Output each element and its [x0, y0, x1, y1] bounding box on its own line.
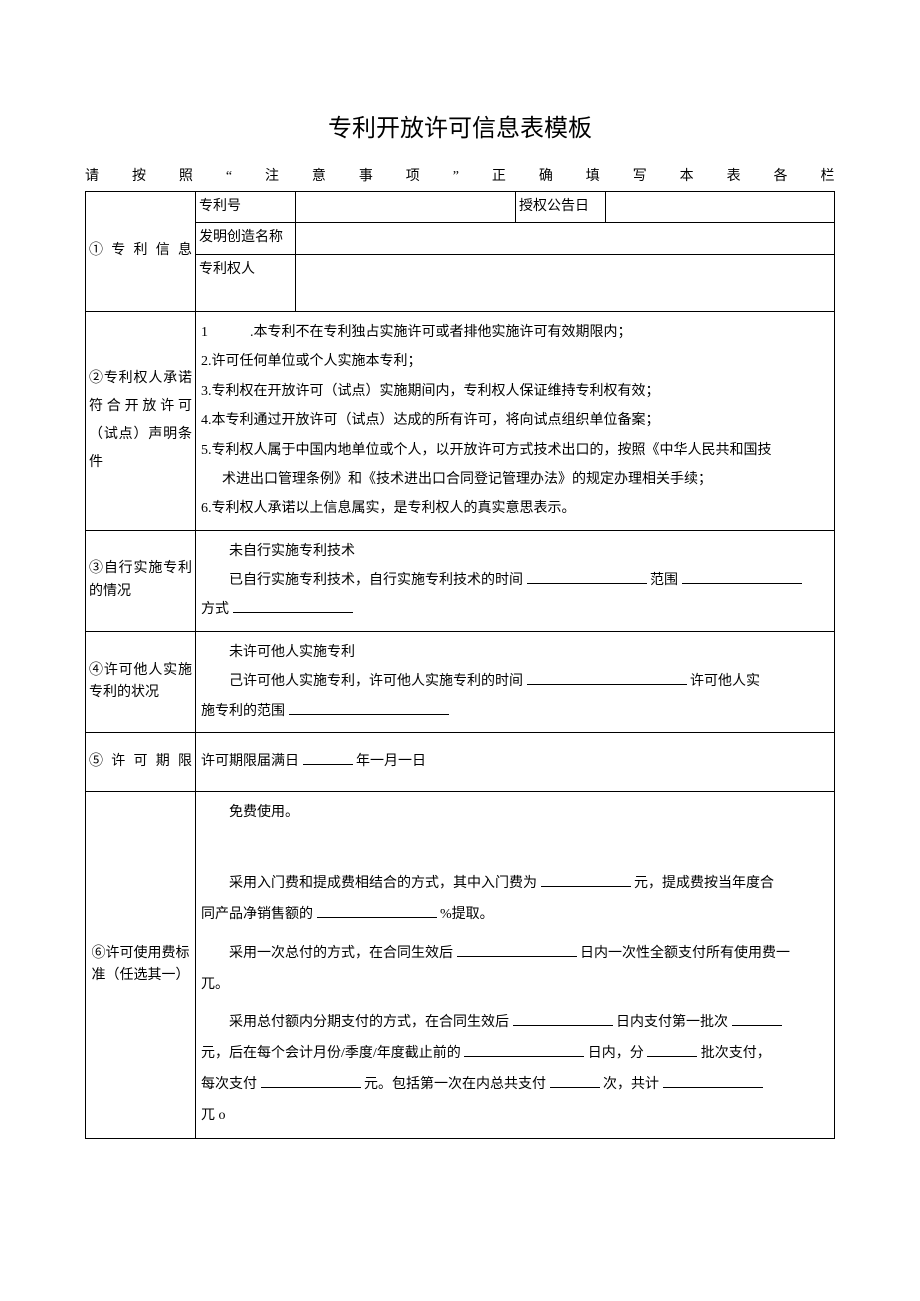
patentee-label: 专利权人: [196, 254, 296, 311]
row6-opt4-d: 日内，分: [588, 1046, 644, 1061]
patentee-value[interactable]: [296, 254, 835, 311]
blank-field[interactable]: [527, 570, 647, 584]
section2-label: ②专利权人承诺符合开放许可（试点）声明条件: [86, 311, 196, 530]
blank-field[interactable]: [233, 599, 353, 613]
commitment-2: 2.许可任何单位或个人实施本专利；: [201, 347, 829, 376]
patent-no-label: 专利号: [196, 191, 296, 222]
row3-opt1: 未自行实施专利技术: [201, 537, 829, 566]
row6-opt3-c: 兀。: [201, 977, 229, 992]
form-table: ①专利信息 专利号 授权公告日 发明创造名称 专利权人 ②专利权人承诺符合开放许…: [85, 191, 835, 1139]
row6-opt4f: 每次支付 元。包括第一次在内总共支付 次，共计: [201, 1070, 829, 1101]
row6-opt4-a: 采用总付额内分期支付的方式，在合同生效后: [229, 1015, 509, 1030]
row6-opt4c: 元，后在每个会计月份/季度/年度截止前的 日内，分 批次支付，: [201, 1039, 829, 1070]
blank-field[interactable]: [541, 873, 631, 887]
section3-label: ③自行实施专利的情况: [86, 530, 196, 631]
instruction-text: 请 按 照 “ 注 意 事 项 ” 正 确 填 写 本 表 各 栏: [85, 166, 835, 188]
invention-name-value[interactable]: [296, 223, 835, 254]
row6-opt3-a: 采用一次总付的方式，在合同生效后: [229, 946, 453, 961]
blank-field[interactable]: [261, 1074, 361, 1088]
section5-content[interactable]: 许可期限届满日 年一月一日: [196, 733, 835, 792]
section2-content: 1 .本专利不在专利独占实施许可或者排他实施许可有效期限内； 2.许可任何单位或…: [196, 311, 835, 530]
blank-field[interactable]: [682, 570, 802, 584]
patent-no-value[interactable]: [296, 191, 516, 222]
section4-content[interactable]: 未许可他人实施专利 己许可他人实施专利，许可他人实施专利的时间 许可他人实 施专…: [196, 631, 835, 732]
section6-label: ⑥许可使用费标准（任选其一）: [86, 792, 196, 1138]
row3-opt2c: 方式: [201, 595, 829, 624]
blank-field[interactable]: [464, 1043, 584, 1057]
row6-opt4-f: 每次支付: [201, 1077, 257, 1092]
invention-name-label: 发明创造名称: [196, 223, 296, 254]
blank-field[interactable]: [647, 1043, 697, 1057]
row6-opt2-b: 元，提成费按当年度合: [634, 876, 774, 891]
row4-opt2c: 施专利的范围: [201, 697, 829, 726]
blank-field[interactable]: [303, 751, 353, 765]
section4-label: ④许可他人实施专利的状况: [86, 631, 196, 732]
row6-opt2c: 同产品净销售额的 %提取。: [201, 900, 829, 931]
row6-opt4-e: 批次支付，: [701, 1046, 771, 1061]
blank-field[interactable]: [527, 671, 687, 685]
auth-date-value[interactable]: [606, 191, 835, 222]
blank-field[interactable]: [457, 943, 577, 957]
commitment-5a: 5.专利权人属于中国内地单位或个人，以开放许可方式技术出口的，按照《中华人民共和…: [201, 436, 829, 465]
row6-opt2-a: 采用入门费和提成费相结合的方式，其中入门费为: [229, 876, 537, 891]
row3-opt2-b: 范围: [650, 573, 678, 588]
row6-opt2-d: %提取。: [440, 907, 494, 922]
row4-opt2-a: 己许可他人实施专利，许可他人实施专利的时间: [229, 674, 523, 689]
commitment-6: 6.专利权人承诺以上信息属实，是专利权人的真实意思表示。: [201, 494, 829, 523]
section3-content[interactable]: 未自行实施专利技术 已自行实施专利技术，自行实施专利技术的时间 范围 方式: [196, 530, 835, 631]
blank-field[interactable]: [663, 1074, 763, 1088]
row6-opt1: 免费使用。: [201, 798, 829, 829]
row6-opt3-b: 日内一次性全额支付所有使用费一: [580, 946, 790, 961]
row4-opt2: 己许可他人实施专利，许可他人实施专利的时间 许可他人实: [201, 667, 829, 696]
blank-field[interactable]: [513, 1012, 613, 1026]
row4-opt2-c: 施专利的范围: [201, 704, 285, 719]
row4-opt2-b: 许可他人实: [690, 674, 760, 689]
row6-opt4-i: 兀 o: [201, 1108, 226, 1123]
row6-opt4-h: 次，共计: [603, 1077, 659, 1092]
section6-content[interactable]: 免费使用。 采用入门费和提成费相结合的方式，其中入门费为 元，提成费按当年度合 …: [196, 792, 835, 1138]
row6-opt4-b: 日内支付第一批次: [616, 1015, 728, 1030]
section5-label: ⑤许可期限: [86, 733, 196, 792]
blank-field[interactable]: [317, 904, 437, 918]
row6-opt2-c: 同产品净销售额的: [201, 907, 313, 922]
row6-opt4-c: 元，后在每个会计月份/季度/年度截止前的: [201, 1046, 461, 1061]
commitment-3: 3.专利权在开放许可（试点）实施期间内，专利权人保证维持专利权有效；: [201, 377, 829, 406]
row6-opt4i: 兀 o: [201, 1101, 829, 1132]
commitment-4: 4.本专利通过开放许可（试点）达成的所有许可，将向试点组织单位备案；: [201, 406, 829, 435]
row5-text-b: 年一月一日: [356, 754, 426, 769]
section1-label: ①专利信息: [86, 191, 196, 311]
row6-opt2: 采用入门费和提成费相结合的方式，其中入门费为 元，提成费按当年度合: [201, 869, 829, 900]
blank-field[interactable]: [289, 701, 449, 715]
row4-opt1: 未许可他人实施专利: [201, 638, 829, 667]
row3-opt2-a: 已自行实施专利技术，自行实施专利技术的时间: [229, 573, 523, 588]
commitment-5b: 术进出口管理条例》和《技术进出口合同登记管理办法》的规定办理相关手续；: [201, 465, 829, 494]
row6-opt4-g: 元。包括第一次在内总共支付: [364, 1077, 546, 1092]
blank-field[interactable]: [550, 1074, 600, 1088]
row6-opt3: 采用一次总付的方式，在合同生效后 日内一次性全额支付所有使用费一: [201, 939, 829, 970]
auth-date-label: 授权公告日: [516, 191, 606, 222]
row3-opt2: 已自行实施专利技术，自行实施专利技术的时间 范围: [201, 566, 829, 595]
row5-text-a: 许可期限届满日: [201, 754, 299, 769]
page-title: 专利开放许可信息表模板: [85, 110, 835, 148]
row3-opt2-c: 方式: [201, 602, 229, 617]
blank-field[interactable]: [732, 1012, 782, 1026]
commitment-1: 1 .本专利不在专利独占实施许可或者排他实施许可有效期限内；: [201, 318, 829, 347]
row6-opt4: 采用总付额内分期支付的方式，在合同生效后 日内支付第一批次: [201, 1008, 829, 1039]
row6-opt3c: 兀。: [201, 970, 829, 1001]
